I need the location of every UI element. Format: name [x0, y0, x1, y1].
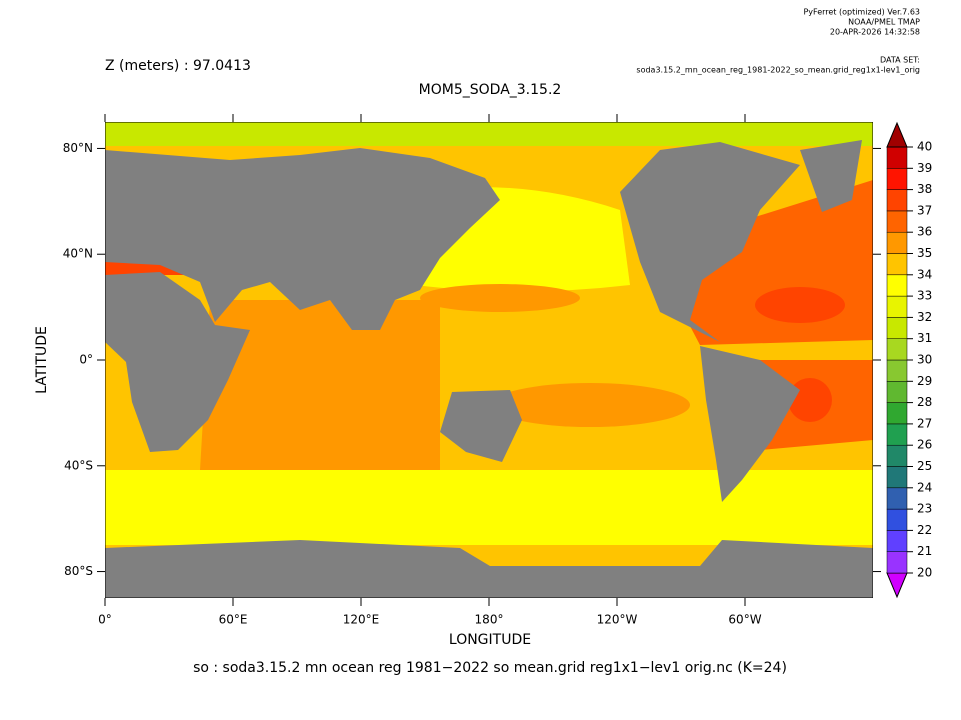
colorbar-swatch: [886, 210, 908, 233]
south-pacific: [490, 383, 690, 427]
land: [105, 140, 873, 598]
colorbar-swatch: [886, 359, 908, 382]
x-tick-label: 0°: [98, 613, 112, 627]
y-tick-label: 80°S: [64, 564, 93, 578]
colorbar-label: 24: [917, 480, 932, 494]
colorbar-swatch: [886, 253, 908, 276]
colorbar-label: 29: [917, 374, 932, 388]
colorbar-label: 33: [917, 289, 932, 303]
north-atlantic-core: [755, 287, 845, 323]
depth-label: Z (meters) : 97.0413: [105, 58, 251, 74]
colorbar-label: 27: [917, 416, 932, 430]
colorbar-label: 35: [917, 246, 932, 260]
colorbar-swatch: [886, 189, 908, 212]
colorbar-label: 32: [917, 310, 932, 324]
colorbar-swatch: [886, 338, 908, 361]
y-tick-label: 40°S: [64, 458, 93, 472]
colorbar-swatch: [886, 231, 908, 254]
colorbar-swatch: [886, 487, 908, 510]
dataset-label: DATA SET:: [880, 56, 920, 65]
indian-ocean: [200, 300, 440, 470]
colorbar-swatch: [886, 381, 908, 403]
colorbar-swatch: [886, 423, 908, 446]
x-tick-label: 60°E: [219, 613, 248, 627]
colorbar-swatch: [886, 146, 908, 169]
timestamp: 20-APR-2026 14:32:58: [830, 28, 920, 37]
colorbar-label: 40: [917, 140, 932, 154]
colorbar-label: 23: [917, 502, 932, 516]
map-field: [105, 122, 873, 598]
north-pacific-core: [420, 284, 580, 312]
colorbar-swatch: [886, 551, 908, 574]
colorbar-under: [886, 572, 908, 599]
colorbar-label: 34: [917, 267, 932, 281]
org-label: NOAA/PMEL TMAP: [848, 18, 920, 27]
colorbar-swatch: [886, 317, 908, 339]
colorbar-label: 31: [917, 331, 932, 345]
colorbar-swatch: [886, 530, 908, 552]
colorbar-label: 22: [917, 523, 932, 537]
y-tick-label: 0°: [79, 353, 93, 367]
colorbar-swatch: [886, 444, 908, 467]
colorbar-label: 20: [917, 566, 932, 580]
colorbar-swatch: [886, 295, 908, 318]
colorbar-label: 30: [917, 353, 932, 367]
map-title: MOM5_SODA_3.15.2: [419, 82, 562, 98]
colorbar-label: 25: [917, 459, 932, 473]
x-tick-label: 180°: [475, 613, 504, 627]
colorbar-label: 28: [917, 395, 932, 409]
south-atlantic-core: [788, 378, 832, 422]
colorbar-over: [886, 121, 908, 148]
colorbar-swatch: [886, 508, 908, 531]
y-tick-label: 40°N: [63, 247, 93, 261]
colorbar-label: 21: [917, 544, 932, 558]
colorbar-swatch: [886, 466, 908, 489]
colorbar-swatch: [886, 274, 908, 297]
colorbar-label: 26: [917, 438, 932, 452]
y-axis-label: LATITUDE: [34, 326, 50, 394]
colorbar-label: 36: [917, 225, 932, 239]
arctic: [105, 122, 873, 146]
colorbar-label: 39: [917, 161, 932, 175]
x-tick-label: 120°W: [597, 613, 638, 627]
footer: so : soda3.15.2 mn ocean reg 1981−2022 s…: [193, 660, 787, 676]
colorbar-swatch: [886, 168, 908, 190]
colorbar-label: 38: [917, 182, 932, 196]
x-axis-label: LONGITUDE: [449, 632, 531, 648]
x-tick-label: 120°E: [343, 613, 380, 627]
colorbar-label: 37: [917, 203, 932, 217]
dataset-name: soda3.15.2_mn_ocean_reg_1981-2022_so_mea…: [636, 66, 920, 75]
southern-ocean: [105, 470, 873, 545]
colorbar-swatch: [886, 402, 908, 425]
y-tick-label: 80°N: [63, 141, 93, 155]
x-tick-label: 60°W: [728, 613, 761, 627]
program-label: PyFerret (optimized) Ver.7.63: [803, 8, 920, 17]
